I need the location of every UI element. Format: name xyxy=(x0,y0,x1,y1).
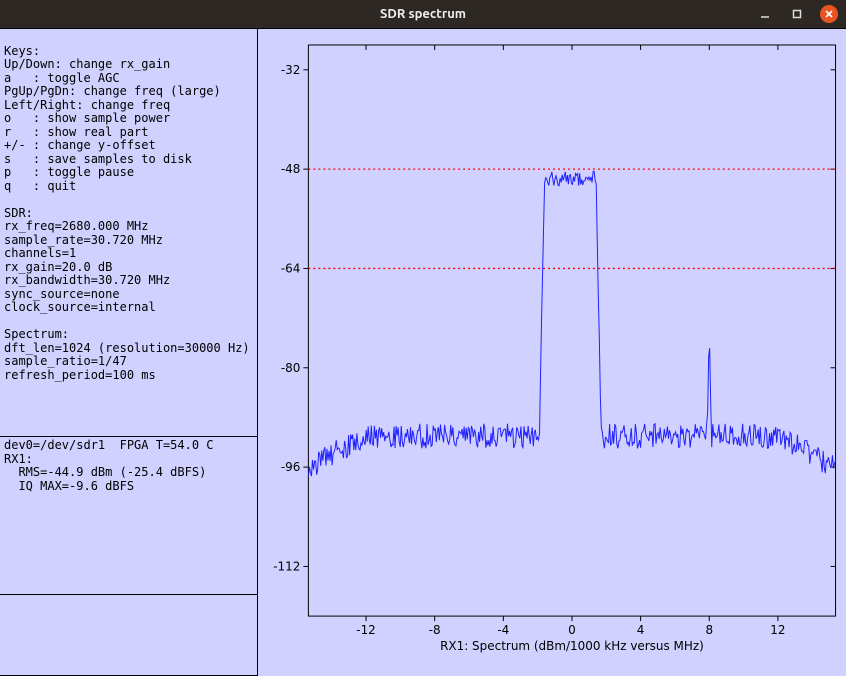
svg-text:-48: -48 xyxy=(281,162,301,176)
empty-pane xyxy=(0,595,257,676)
svg-text:8: 8 xyxy=(705,623,713,637)
svg-text:-112: -112 xyxy=(273,559,300,573)
svg-text:RX1: Spectrum (dBm/1000 kHz ve: RX1: Spectrum (dBm/1000 kHz versus MHz) xyxy=(440,639,704,653)
svg-text:0: 0 xyxy=(568,623,576,637)
svg-text:-32: -32 xyxy=(281,63,301,77)
window-title: SDR spectrum xyxy=(380,7,466,21)
sidebar: Keys: Up/Down: change rx_gain a : toggle… xyxy=(0,29,258,676)
svg-text:-8: -8 xyxy=(429,623,441,637)
spectrum-svg: -32 -48 -64 -80 -96 -112 -12 -8 -4 0 4 8 12 RX1: Spec… xyxy=(258,29,846,676)
maximize-button[interactable] xyxy=(788,5,806,23)
svg-text:-80: -80 xyxy=(281,361,301,375)
help-pane: Keys: Up/Down: change rx_gain a : toggle… xyxy=(0,29,257,437)
maximize-icon xyxy=(792,9,802,19)
svg-text:4: 4 xyxy=(637,623,645,637)
status-text: dev0=/dev/sdr1 FPGA T=54.0 C RX1: RMS=-4… xyxy=(4,439,253,493)
svg-text:-64: -64 xyxy=(281,261,301,275)
svg-text:12: 12 xyxy=(770,623,785,637)
svg-text:-4: -4 xyxy=(497,623,509,637)
help-text: Keys: Up/Down: change rx_gain a : toggle… xyxy=(4,31,253,382)
minimize-icon xyxy=(760,9,770,19)
close-icon xyxy=(824,9,834,19)
close-button[interactable] xyxy=(820,5,838,23)
svg-text:-12: -12 xyxy=(356,623,376,637)
status-pane: dev0=/dev/sdr1 FPGA T=54.0 C RX1: RMS=-4… xyxy=(0,437,257,595)
svg-text:-96: -96 xyxy=(281,460,301,474)
minimize-button[interactable] xyxy=(756,5,774,23)
client-area: Keys: Up/Down: change rx_gain a : toggle… xyxy=(0,28,846,676)
spectrum-plot: -32 -48 -64 -80 -96 -112 -12 -8 -4 0 4 8 12 RX1: Spec… xyxy=(258,29,846,676)
window-controls xyxy=(756,5,838,23)
titlebar: SDR spectrum xyxy=(0,0,846,28)
